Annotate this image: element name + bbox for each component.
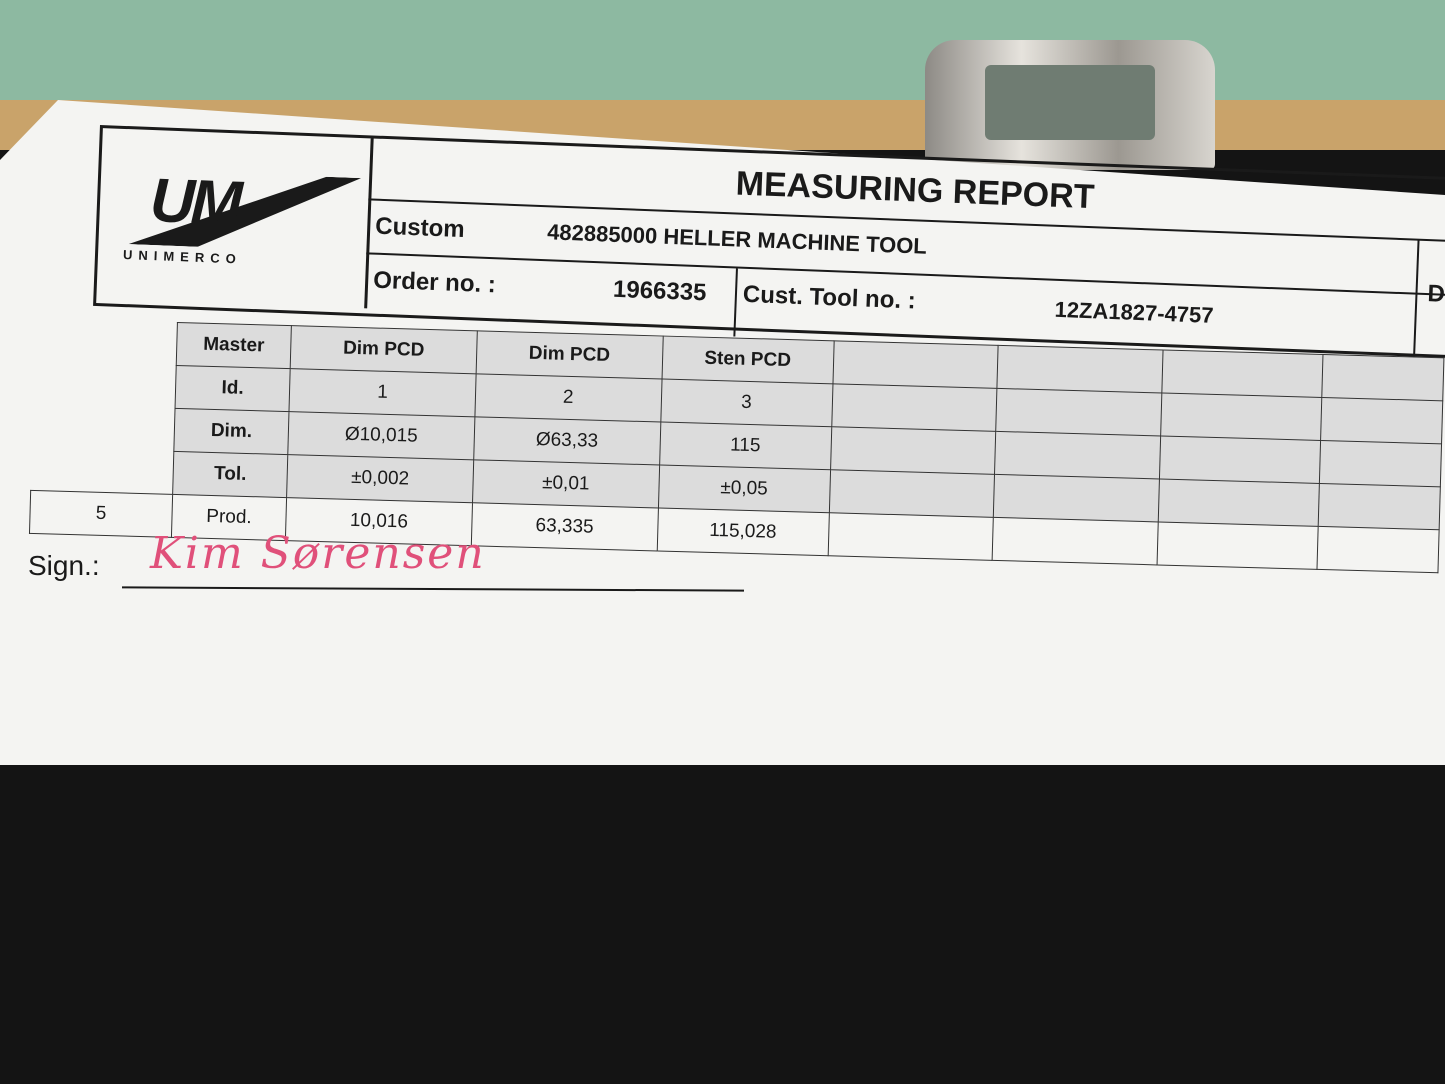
table-cell: ±0,05 <box>657 464 831 513</box>
table-cell: Dim PCD <box>476 330 663 380</box>
table-cell: Dim PCD <box>290 325 478 374</box>
table-cell: 2 <box>474 373 662 423</box>
table-cell: ±0,002 <box>286 454 474 503</box>
customer-label: Custom <box>374 212 466 244</box>
cust-tool-label: Cust. Tool no. : <box>733 268 917 344</box>
table-cell: 115 <box>659 422 832 470</box>
logo: UM UNIMERCO <box>96 128 374 309</box>
table-cell: 115,028 <box>656 507 829 556</box>
logo-name: UNIMERCO <box>122 246 243 267</box>
customer-value: 482885000 HELLER MACHINE TOOL <box>546 219 928 259</box>
clip-opening <box>985 65 1155 140</box>
row-label: Id. <box>175 365 291 412</box>
table-cell: Ø10,015 <box>287 411 475 460</box>
order-value: 1966335 <box>612 275 707 307</box>
row-label: Master <box>176 322 292 369</box>
sign-label: Sign.: <box>28 550 100 581</box>
table-cell: ±0,01 <box>472 459 660 508</box>
row-label: Dim. <box>173 408 290 455</box>
table-cell: 1 <box>289 368 477 417</box>
table-cell: 63,335 <box>471 502 658 551</box>
cust-tool-value: 12ZA1827-4757 <box>1054 296 1215 328</box>
order-label: Order no. : <box>372 266 497 299</box>
table-cell: 3 <box>660 379 833 427</box>
table-cell: Sten PCD <box>661 336 834 384</box>
table-cell: Ø63,33 <box>473 416 661 465</box>
row-label: Tol. <box>172 451 288 498</box>
logo-mark: UM <box>148 166 240 239</box>
handwritten-signature: Kim Sørensen <box>150 528 486 579</box>
